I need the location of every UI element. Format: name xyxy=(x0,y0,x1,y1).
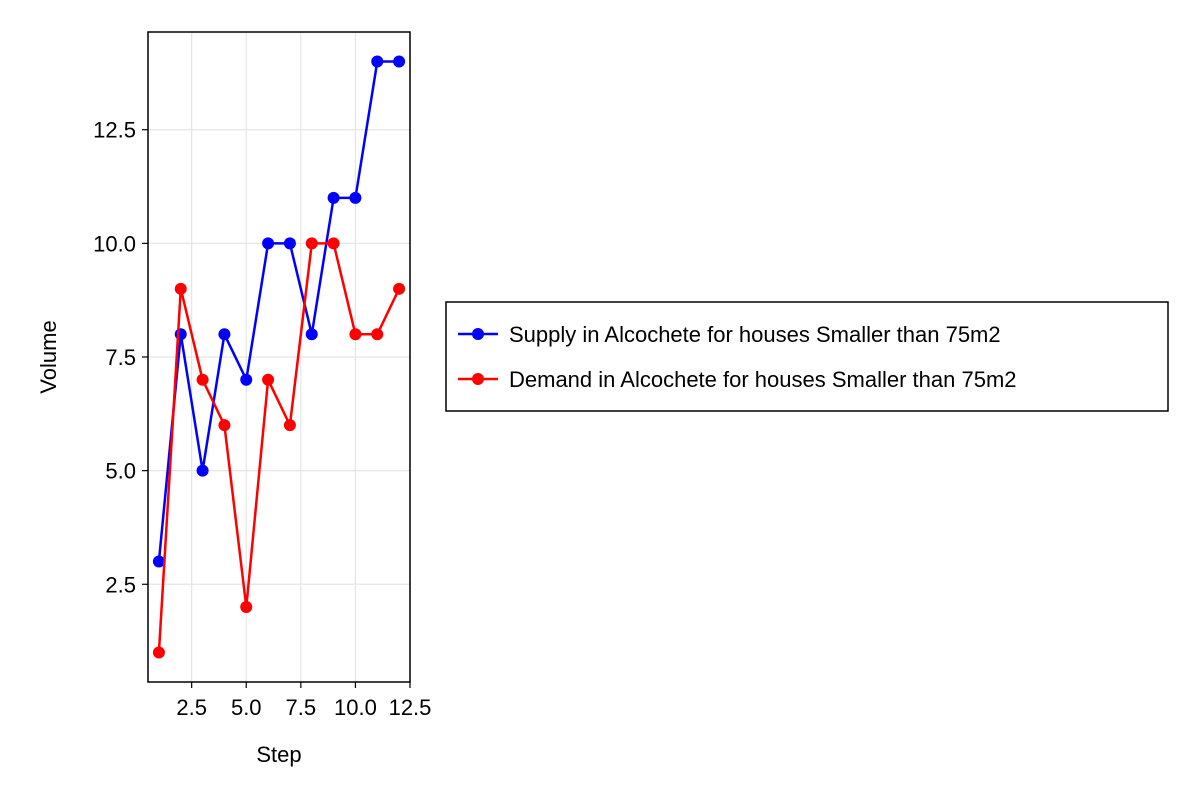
data-point xyxy=(371,328,384,341)
series-1 xyxy=(152,55,406,568)
data-point xyxy=(349,191,362,204)
x-tick-label: 7.5 xyxy=(286,695,317,720)
data-point xyxy=(283,419,296,432)
y-tick-label: 5.0 xyxy=(105,459,136,484)
series-line xyxy=(157,242,401,653)
x-tick-label: 2.5 xyxy=(176,695,207,720)
x-tick-label: 5.0 xyxy=(231,695,262,720)
legend-label: Supply in Alcochete for houses Smaller t… xyxy=(509,322,1001,347)
data-point xyxy=(174,328,187,341)
y-axis-title: Volume xyxy=(36,320,61,393)
data-point xyxy=(393,55,406,68)
legend-item: Supply in Alcochete for houses Smaller t… xyxy=(458,322,1001,347)
x-axis-title: Step xyxy=(256,742,301,767)
legend: Supply in Alcochete for houses Smaller t… xyxy=(445,301,1169,412)
x-tick-label: 12.5 xyxy=(389,695,432,720)
y-tick-label: 2.5 xyxy=(105,572,136,597)
y-tick-label: 7.5 xyxy=(105,345,136,370)
data-point xyxy=(196,464,209,477)
data-point xyxy=(218,328,231,341)
data-point xyxy=(218,419,231,432)
data-point xyxy=(283,237,296,250)
data-point xyxy=(393,282,406,295)
data-point xyxy=(262,237,275,250)
data-point xyxy=(196,373,209,386)
series-2 xyxy=(152,237,406,659)
grid-lines xyxy=(148,32,411,682)
legend-items: Supply in Alcochete for houses Smaller t… xyxy=(458,322,1017,392)
legend-label: Demand in Alcochete for houses Smaller t… xyxy=(509,367,1017,392)
data-point xyxy=(349,328,362,341)
data-point xyxy=(174,282,187,295)
data-point xyxy=(305,328,318,341)
y-tick-label: 12.5 xyxy=(93,118,136,143)
series-line xyxy=(157,60,400,562)
series-layer xyxy=(152,55,406,659)
legend-marker xyxy=(472,328,484,340)
data-point xyxy=(152,646,165,659)
legend-box xyxy=(445,301,1169,412)
data-point xyxy=(152,555,165,568)
data-point xyxy=(240,373,253,386)
y-tick-label: 10.0 xyxy=(93,231,136,256)
data-point xyxy=(262,373,275,386)
data-point xyxy=(327,237,340,250)
data-point xyxy=(327,191,340,204)
data-point xyxy=(371,55,384,68)
x-tick-label: 10.0 xyxy=(334,695,377,720)
data-point xyxy=(305,237,318,250)
axis-ticks: 2.5 5.0 7.5 10.0 12.5 2.5 5.0 7.5 10.0 12.5 xyxy=(93,118,431,720)
data-point xyxy=(240,601,253,613)
legend-item: Demand in Alcochete for houses Smaller t… xyxy=(458,367,1017,392)
legend-marker xyxy=(472,373,484,385)
